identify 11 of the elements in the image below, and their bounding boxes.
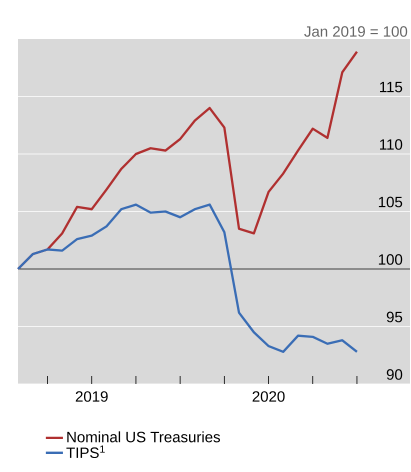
y-tick-label: 90 <box>386 369 402 380</box>
y-tick-label: 95 <box>386 312 402 322</box>
text: Jan 2019 = 100 <box>304 26 408 37</box>
legend-label: Nominal US Treasuries <box>67 431 220 442</box>
y-tick-label: 100 <box>378 254 402 265</box>
legend-label: TIPS$^{1}$ <box>66 445 105 458</box>
y-tick-label: 110 <box>380 139 402 150</box>
x-tick-label: 2019 <box>76 391 108 402</box>
x-tick-label: 2020 <box>252 391 285 402</box>
y-tick-label: 105 <box>378 196 402 208</box>
y-tick-label: 115 <box>380 82 402 92</box>
